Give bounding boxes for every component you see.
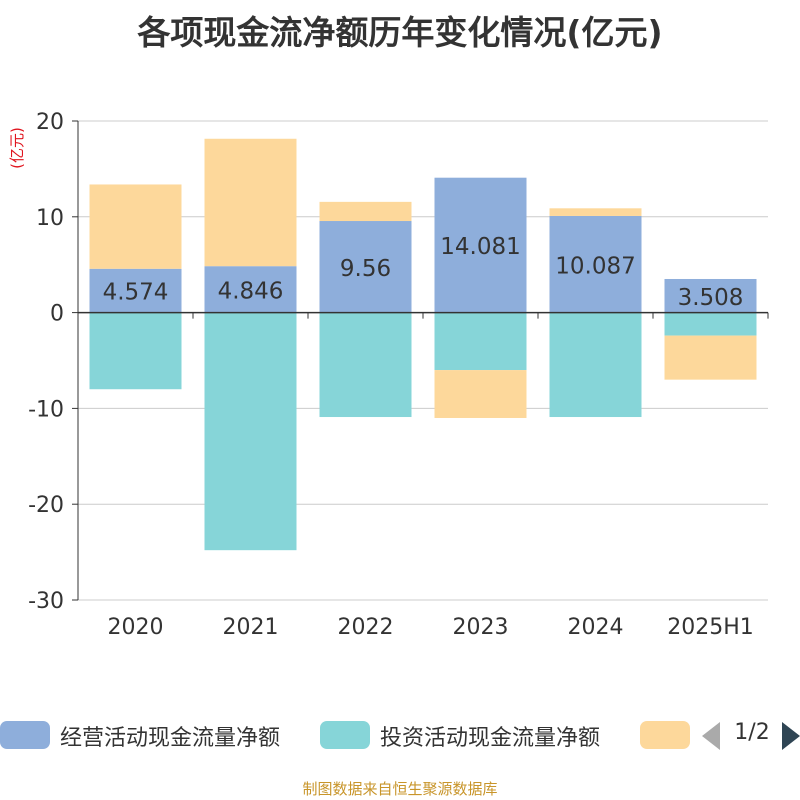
x-tick-label: 2023 <box>453 615 509 640</box>
bar-segment <box>434 370 527 418</box>
bar-segment <box>549 312 642 418</box>
legend-next-page-icon[interactable] <box>782 722 800 750</box>
legend-label-operating: 经营活动现金流量净额 <box>60 726 281 751</box>
bar-segment <box>319 201 412 222</box>
data-label: 14.081 <box>440 234 520 260</box>
bar-segment <box>204 266 297 313</box>
x-tick-label: 2020 <box>108 615 164 640</box>
x-tick-label: 2024 <box>568 615 624 640</box>
bar-segment <box>549 215 642 313</box>
data-label: 4.846 <box>218 278 284 304</box>
x-tick-label: 2025H1 <box>667 615 754 640</box>
legend-swatch-operating <box>0 721 50 749</box>
bar-segment <box>319 312 412 418</box>
bar-segment <box>319 221 412 313</box>
y-axis-label: (亿元) <box>8 127 26 169</box>
x-tick-label: 2022 <box>338 615 394 640</box>
x-tick-label: 2021 <box>223 615 279 640</box>
legend-page-indicator: 1/2 <box>734 720 770 745</box>
chart-title: 各项现金流净额历年变化情况(亿元) <box>137 13 663 52</box>
y-tick-label: -20 <box>28 493 64 518</box>
y-tick-label: 0 <box>50 302 64 327</box>
legend-item-operating[interactable]: 经营活动现金流量净额 <box>0 718 310 752</box>
y-tick-label: 20 <box>36 110 64 135</box>
bar-segment <box>89 184 182 269</box>
bar-segment <box>434 177 527 313</box>
bar-segment <box>434 312 527 371</box>
bar-segment <box>204 312 297 551</box>
data-label: 4.574 <box>103 280 169 306</box>
legend-prev-page-icon[interactable] <box>702 722 720 750</box>
legend-swatch-investing <box>320 721 370 749</box>
bar-segment <box>664 278 757 313</box>
bar-segment <box>664 335 757 380</box>
y-tick-label: -30 <box>28 589 64 614</box>
bar-segment <box>204 138 297 267</box>
legend-label-investing: 投资活动现金流量净额 <box>380 726 601 751</box>
legend-swatch-financing <box>640 721 690 749</box>
data-label: 3.508 <box>678 285 744 311</box>
legend-item-financing[interactable] <box>640 718 690 752</box>
data-label: 9.56 <box>340 256 391 282</box>
legend-item-investing[interactable]: 投资活动现金流量净额 <box>320 718 630 752</box>
bar-segment <box>89 312 182 390</box>
bar-segment <box>549 208 642 216</box>
legend: 经营活动现金流量净额 投资活动现金流量净额 <box>0 716 800 756</box>
data-source-note: 制图数据来自恒生聚源数据库 <box>302 780 498 798</box>
bar-segment <box>664 312 757 336</box>
y-tick-label: 10 <box>36 206 64 231</box>
data-label: 10.087 <box>555 253 635 279</box>
bar-segment <box>89 268 182 313</box>
y-tick-label: -10 <box>28 397 64 422</box>
